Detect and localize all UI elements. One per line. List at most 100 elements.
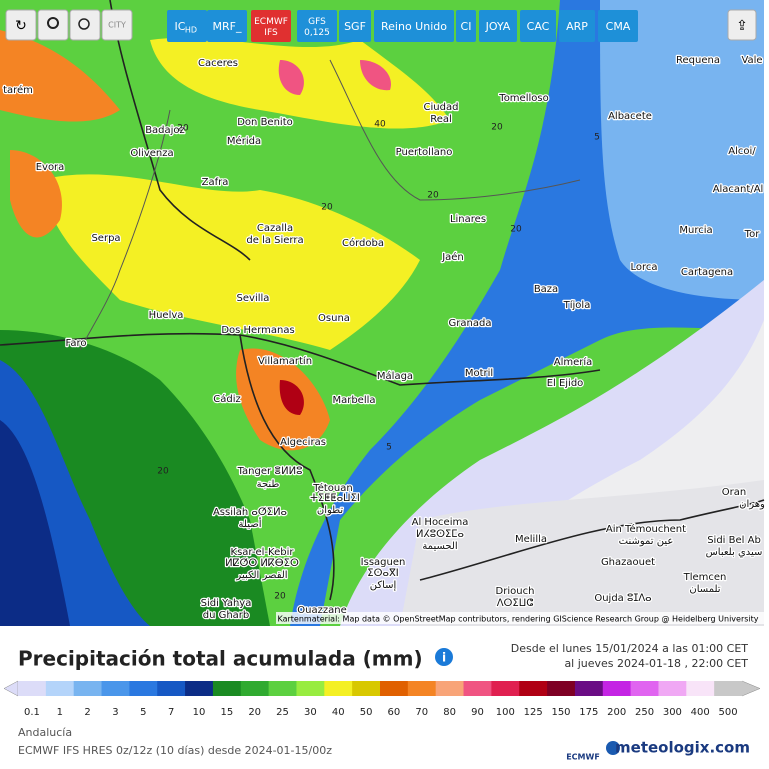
contour-label: 20	[491, 123, 503, 133]
place-label: Badajoz	[145, 125, 185, 136]
legend-swatch	[714, 681, 743, 696]
legend-swatch	[185, 681, 214, 696]
legend-value: 80	[443, 707, 456, 718]
place-label: ⵍⵃⵓⵙⵉⵎⴰ	[416, 529, 464, 540]
place-label: Requena	[676, 55, 720, 66]
place-label: وهران	[739, 499, 765, 510]
info-button[interactable]	[435, 648, 453, 666]
legend-value: 7	[168, 707, 174, 718]
legend-arrow-left	[3, 680, 19, 697]
place-label: Olivenza	[130, 148, 173, 159]
share-button[interactable]	[727, 9, 757, 41]
toolbar-button[interactable]	[456, 10, 476, 42]
refresh-button[interactable]	[5, 9, 37, 41]
place-label: du Gharb	[203, 610, 250, 621]
legend-swatch	[407, 681, 437, 696]
place-label: Melilla	[515, 534, 547, 545]
legend-value: 70	[415, 707, 428, 718]
contour-label: 40	[374, 120, 386, 130]
place-label: Ciudad	[424, 102, 459, 113]
button-label: IC	[175, 20, 186, 33]
place-label: Oujda ⵓⵊⴷⴰ	[594, 593, 651, 604]
place-label: ⵉⵙⴰⴳⵏ	[367, 568, 398, 579]
contour-label: 5	[594, 133, 600, 143]
legend-swatch	[630, 681, 659, 696]
legend-swatch	[547, 681, 576, 696]
place-label: Faro	[66, 338, 87, 349]
location-button[interactable]	[37, 9, 69, 41]
toolbar-button[interactable]	[297, 10, 337, 42]
place-label: Huelva	[149, 310, 184, 321]
place-label: tarém	[3, 84, 33, 96]
place-label: Tomelloso	[498, 93, 548, 104]
button-subtext: HD	[185, 26, 197, 35]
place-label: Vale	[741, 55, 762, 66]
contour-label: 20	[510, 225, 522, 235]
place-label: Ain Témouchent	[606, 523, 686, 535]
button-label: ECMWF IFS	[254, 17, 288, 38]
legend-value: 5	[140, 707, 146, 718]
legend-value: 2	[84, 707, 90, 718]
borders	[79, 59, 581, 351]
button-label: GFS 0,125	[304, 17, 330, 38]
place-label: أصيلة	[239, 517, 262, 530]
brand[interactable]: meteologix.com	[615, 739, 750, 757]
legend-title: Precipitación total acumulada (mm)	[18, 647, 423, 671]
place-label: El Ejido	[547, 378, 584, 389]
legend-value: 300	[663, 707, 682, 718]
legend-swatch	[129, 681, 158, 696]
place-label: إساكن	[370, 580, 397, 591]
toolbar-button[interactable]	[559, 10, 595, 42]
place-label: Issaguen	[361, 557, 406, 568]
place-label: Córdoba	[342, 237, 384, 249]
legend-arrow-right	[741, 680, 761, 697]
button-label: CI	[461, 20, 472, 33]
place-label: ⵍⵇⵚⵔ ⵍⴽⴱⵉⵔ	[225, 558, 299, 569]
place-label: Caceres	[198, 58, 238, 69]
place-label: Marbella	[332, 395, 375, 406]
toolbar-button[interactable]	[207, 10, 247, 42]
legend-swatch	[212, 681, 242, 696]
contour-label: 5	[386, 443, 392, 453]
place-label: ⴷⵔⵉⵡⵛ	[497, 598, 534, 609]
city-button[interactable]	[101, 9, 133, 41]
legend-value: 20	[248, 707, 261, 718]
legend-swatch	[519, 681, 548, 696]
toolbar-button[interactable]	[520, 10, 556, 42]
place-label: Villamartín	[258, 355, 312, 367]
legend-swatch	[73, 681, 103, 696]
place-label: عين تموشنت	[619, 536, 674, 547]
toolbar-button[interactable]	[374, 10, 454, 42]
legend-swatch	[101, 681, 130, 696]
legend-swatch	[686, 681, 715, 696]
legend-swatch	[268, 681, 297, 696]
place-label: Granada	[449, 318, 492, 329]
place-label: Tétouan	[312, 482, 352, 494]
zoom-button[interactable]	[69, 9, 101, 41]
toolbar-button[interactable]	[167, 10, 207, 42]
place-label: Baza	[534, 284, 558, 295]
legend-value: 500	[719, 707, 738, 718]
toolbar-button[interactable]	[479, 10, 517, 42]
place-label: Sevilla	[237, 293, 270, 304]
map	[0, 0, 765, 626]
legend-value: 25	[276, 707, 289, 718]
attribution-bg	[276, 612, 764, 624]
place-label: Alcoi/	[728, 146, 756, 157]
place-label: Al Hoceima	[412, 517, 469, 528]
toolbar-button[interactable]	[251, 10, 291, 42]
button-label: ARP	[566, 20, 588, 33]
legend-value: 40	[332, 707, 345, 718]
toolbar-button[interactable]	[598, 10, 638, 42]
place-label: Serpa	[91, 233, 120, 244]
legend-swatch	[491, 681, 520, 696]
place-label: سيدي بلعباس	[706, 547, 763, 558]
place-label: Oran	[722, 487, 746, 498]
legend-value: 90	[471, 707, 484, 718]
legend-value: 15	[220, 707, 233, 718]
place-label: Puertollano	[396, 147, 453, 158]
ecmwf-logo: ECMWF	[566, 753, 600, 762]
share-icon: ⇪	[736, 18, 748, 34]
place-label: Alacant/Al	[713, 184, 764, 195]
toolbar-button[interactable]	[339, 10, 371, 42]
